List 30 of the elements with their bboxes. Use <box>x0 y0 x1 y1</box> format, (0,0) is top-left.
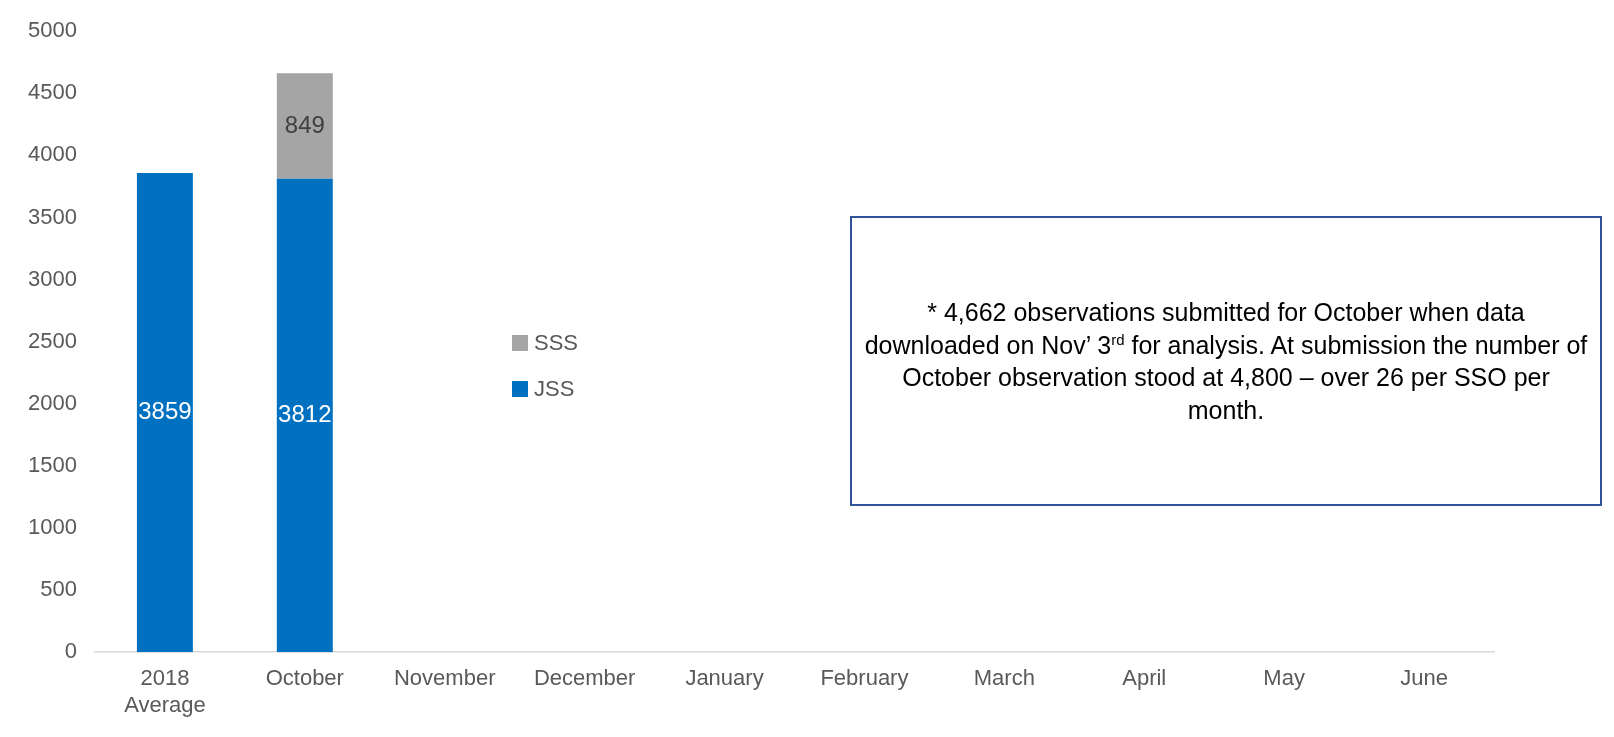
x-tick-label: 2018 Average <box>124 665 206 717</box>
y-tick-label: 2500 <box>27 327 77 353</box>
bar <box>136 172 193 653</box>
y-tick-label: 1000 <box>27 514 77 540</box>
legend-label: SSS <box>534 330 579 356</box>
x-tick-label: October <box>265 665 344 691</box>
x-tick-label: June <box>1400 665 1448 691</box>
y-tick-label: 4000 <box>27 141 77 167</box>
y-tick-label: 2000 <box>27 389 77 415</box>
y-tick-label: 0 <box>64 638 77 664</box>
x-tick-label: November <box>393 665 496 691</box>
y-tick-label: 4500 <box>27 79 77 105</box>
bar <box>276 178 333 653</box>
y-tick-label: 500 <box>40 576 77 602</box>
x-tick-label: December <box>533 665 636 691</box>
annotation: * 4,662 observations submitted for October when data downloaded on Nov’ 3$^{rd}$ for analysis. At submission the number of October observation stood at 4,800 – over 26 per SSO per month. <box>863 297 1589 426</box>
x-tick-label: February <box>820 665 909 691</box>
data-label: 849 <box>284 110 325 138</box>
y-tick-label: 3000 <box>27 265 77 291</box>
x-tick-label: March <box>973 665 1035 691</box>
bar <box>276 73 333 179</box>
y-tick-label: 5000 <box>27 17 77 43</box>
data-label: 3812 <box>278 400 332 428</box>
data-label: 3859 <box>138 397 192 425</box>
x-tick-label: January <box>685 665 764 691</box>
x-tick-label: April <box>1122 665 1167 691</box>
y-tick-label: 3500 <box>27 203 77 229</box>
legend-label: JSS <box>534 376 575 402</box>
x-tick-label: May <box>1263 665 1305 691</box>
y-tick-label: 1500 <box>27 451 77 477</box>
